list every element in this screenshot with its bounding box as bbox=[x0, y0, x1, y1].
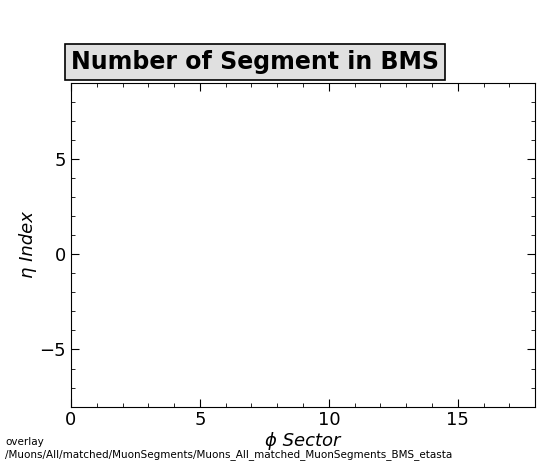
X-axis label: ϕ Sector: ϕ Sector bbox=[265, 432, 341, 450]
Text: overlay
/Muons/All/matched/MuonSegments/Muons_All_matched_MuonSegments_BMS_etast: overlay /Muons/All/matched/MuonSegments/… bbox=[5, 437, 453, 460]
Y-axis label: η Index: η Index bbox=[19, 212, 37, 278]
Text: Number of Segment in BMS: Number of Segment in BMS bbox=[71, 50, 439, 74]
